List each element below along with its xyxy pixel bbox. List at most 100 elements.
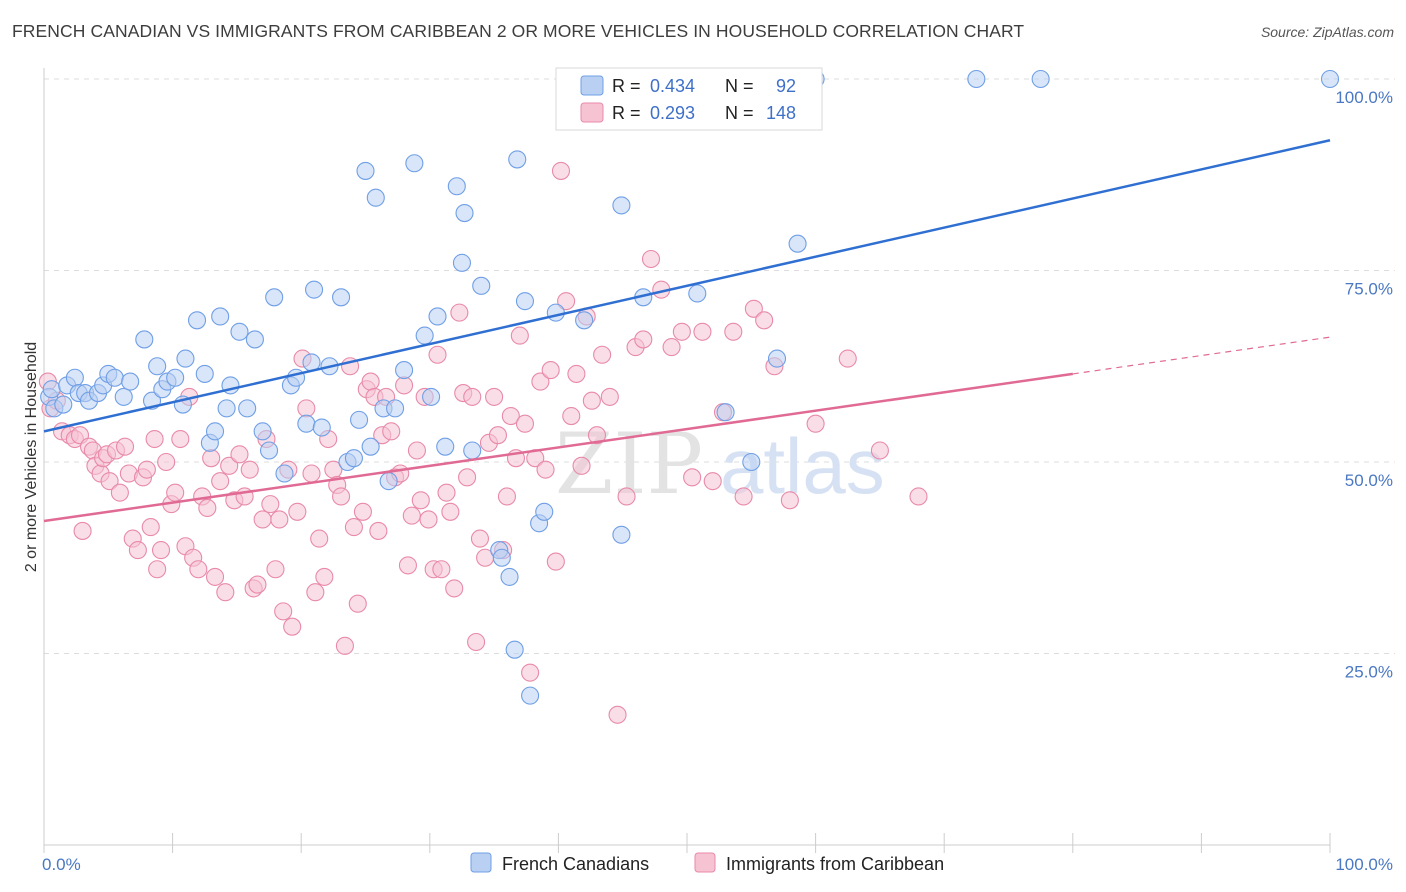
data-point-french-canadians bbox=[211, 307, 230, 326]
data-point-immigrants-from-caribbean bbox=[332, 487, 351, 506]
data-point-immigrants-from-caribbean bbox=[501, 406, 520, 426]
data-point-french-canadians bbox=[546, 303, 565, 322]
data-point-immigrants-from-caribbean bbox=[240, 460, 259, 479]
data-point-french-canadians bbox=[1031, 69, 1050, 89]
data-point-french-canadians bbox=[312, 418, 331, 437]
data-point-immigrants-from-caribbean bbox=[302, 464, 321, 483]
data-point-french-canadians bbox=[395, 361, 414, 380]
legend-n-label-2: N = bbox=[725, 103, 754, 123]
data-point-french-canadians bbox=[472, 276, 491, 295]
data-point-french-canadians bbox=[492, 548, 511, 567]
y-tick-labels: 25.0% 50.0% 75.0% 100.0% bbox=[1335, 88, 1393, 682]
data-point-immigrants-from-caribbean bbox=[73, 521, 92, 540]
y-axis-label: 2 or more Vehicles in Household bbox=[23, 342, 40, 572]
data-point-immigrants-from-caribbean bbox=[450, 303, 469, 322]
data-point-french-canadians bbox=[428, 307, 447, 326]
data-point-immigrants-from-caribbean bbox=[171, 429, 190, 449]
bottom-legend-swatch-blue bbox=[470, 852, 492, 873]
data-point-immigrants-from-caribbean bbox=[445, 579, 464, 598]
data-point-immigrants-from-caribbean bbox=[536, 460, 555, 479]
data-point-immigrants-from-caribbean bbox=[274, 602, 293, 621]
data-point-french-canadians bbox=[386, 399, 405, 418]
data-point-immigrants-from-caribbean bbox=[641, 249, 661, 269]
data-point-immigrants-from-caribbean bbox=[157, 452, 176, 472]
data-point-immigrants-from-caribbean bbox=[211, 472, 230, 491]
data-point-immigrants-from-caribbean bbox=[115, 437, 135, 456]
data-point-french-canadians bbox=[436, 437, 455, 456]
data-point-french-canadians bbox=[135, 330, 154, 349]
data-point-french-canadians bbox=[612, 525, 631, 544]
legend-swatch-pink bbox=[580, 102, 604, 123]
bottom-legend-french-canadians: French Canadians bbox=[502, 854, 649, 874]
data-point-immigrants-from-caribbean bbox=[310, 529, 329, 548]
data-point-immigrants-from-caribbean bbox=[148, 560, 167, 579]
data-point-immigrants-from-caribbean bbox=[137, 460, 156, 479]
trend-line-extrapolated bbox=[1072, 336, 1331, 375]
data-point-immigrants-from-caribbean bbox=[100, 472, 119, 491]
data-point-immigrants-from-caribbean bbox=[703, 472, 722, 491]
data-point-french-canadians bbox=[463, 441, 482, 460]
data-point-immigrants-from-caribbean bbox=[335, 636, 354, 655]
watermark: ZIP atlas bbox=[555, 415, 885, 513]
data-point-immigrants-from-caribbean bbox=[398, 556, 417, 575]
data-point-immigrants-from-caribbean bbox=[411, 491, 430, 510]
data-point-immigrants-from-caribbean bbox=[551, 161, 571, 180]
data-point-french-canadians bbox=[452, 253, 472, 272]
data-point-immigrants-from-caribbean bbox=[189, 560, 208, 579]
legend-n-label-1: N = bbox=[725, 76, 754, 96]
y-tick-label: 100.0% bbox=[1335, 88, 1393, 107]
y-tick-label: 75.0% bbox=[1345, 280, 1393, 299]
data-point-french-canadians bbox=[350, 410, 369, 429]
data-point-immigrants-from-caribbean bbox=[617, 487, 636, 506]
data-point-immigrants-from-caribbean bbox=[515, 414, 535, 433]
data-point-immigrants-from-caribbean bbox=[497, 487, 517, 506]
data-point-immigrants-from-caribbean bbox=[348, 594, 367, 613]
data-point-immigrants-from-caribbean bbox=[437, 483, 456, 502]
data-point-immigrants-from-caribbean bbox=[567, 364, 586, 383]
data-point-french-canadians bbox=[166, 368, 185, 387]
legend-n-value-1: 92 bbox=[776, 76, 796, 96]
data-point-immigrants-from-caribbean bbox=[693, 322, 712, 341]
trend-line-immigrants-from-caribbean bbox=[43, 372, 1073, 523]
data-point-immigrants-from-caribbean bbox=[521, 663, 540, 682]
data-point-french-canadians bbox=[42, 380, 61, 399]
data-point-french-canadians bbox=[500, 567, 519, 586]
data-point-immigrants-from-caribbean bbox=[419, 510, 438, 529]
data-point-immigrants-from-caribbean bbox=[546, 552, 565, 571]
data-point-french-canadians bbox=[105, 368, 124, 387]
data-point-immigrants-from-caribbean bbox=[128, 541, 147, 560]
data-point-immigrants-from-caribbean bbox=[432, 560, 451, 579]
data-point-french-canadians bbox=[121, 372, 140, 391]
trend-lines bbox=[43, 139, 1331, 523]
data-point-immigrants-from-caribbean bbox=[744, 299, 763, 318]
data-point-immigrants-from-caribbean bbox=[557, 292, 576, 311]
data-point-french-canadians bbox=[259, 441, 279, 460]
data-point-french-canadians bbox=[361, 437, 380, 456]
data-point-french-canadians bbox=[405, 154, 424, 173]
data-point-french-canadians bbox=[356, 161, 375, 180]
data-point-french-canadians bbox=[344, 449, 363, 468]
trend-line-french-canadians bbox=[43, 139, 1331, 433]
data-point-immigrants-from-caribbean bbox=[672, 322, 691, 341]
axes bbox=[43, 68, 1331, 853]
legend-r-value-2: 0.293 bbox=[650, 103, 695, 123]
legend-swatch-blue bbox=[580, 75, 604, 96]
data-point-french-canadians bbox=[612, 196, 631, 215]
data-point-immigrants-from-caribbean bbox=[467, 632, 486, 652]
data-point-immigrants-from-caribbean bbox=[230, 445, 249, 464]
data-point-immigrants-from-caribbean bbox=[253, 510, 272, 529]
data-point-immigrants-from-caribbean bbox=[288, 502, 307, 521]
data-point-immigrants-from-caribbean bbox=[110, 483, 129, 502]
data-point-french-canadians bbox=[297, 414, 316, 433]
data-point-french-canadians bbox=[305, 280, 324, 299]
data-point-immigrants-from-caribbean bbox=[315, 567, 334, 586]
data-point-french-canadians bbox=[455, 204, 474, 223]
data-point-immigrants-from-caribbean bbox=[458, 468, 477, 487]
data-point-french-canadians bbox=[265, 288, 284, 307]
data-point-french-canadians bbox=[688, 284, 707, 303]
data-point-immigrants-from-caribbean bbox=[470, 529, 490, 548]
data-point-immigrants-from-caribbean bbox=[634, 330, 653, 349]
data-point-french-canadians bbox=[114, 387, 133, 406]
chart-title: FRENCH CANADIAN VS IMMIGRANTS FROM CARIB… bbox=[12, 21, 1025, 41]
